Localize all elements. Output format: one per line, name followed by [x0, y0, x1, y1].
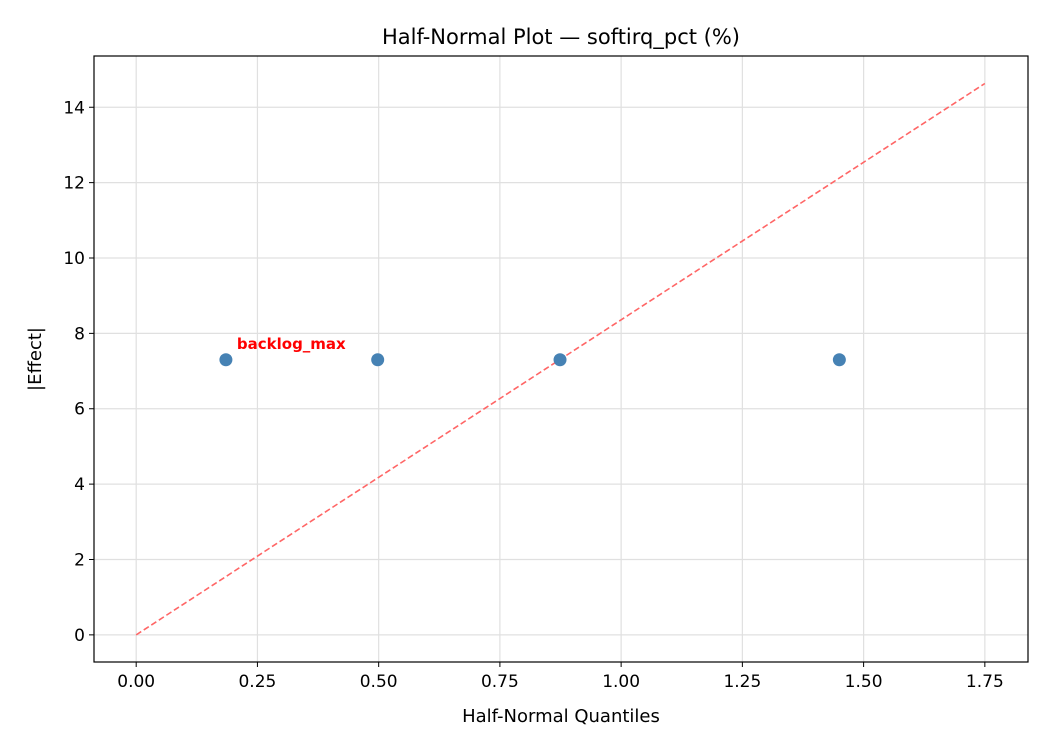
y-tick-label: 0 — [74, 626, 85, 646]
y-tick-label: 2 — [74, 550, 85, 570]
data-point — [219, 353, 233, 367]
y-tick-label: 10 — [63, 249, 85, 269]
x-axis-label: Half-Normal Quantiles — [462, 706, 660, 727]
y-tick-label: 4 — [74, 475, 85, 495]
chart-title: Half-Normal Plot — softirq_pct (%) — [382, 25, 740, 50]
x-tick-label: 1.00 — [602, 672, 640, 692]
x-tick-label: 0.75 — [481, 672, 519, 692]
point-annotation: backlog_max — [237, 335, 346, 353]
data-point — [371, 353, 385, 367]
data-point — [832, 353, 846, 367]
x-tick-label: 1.25 — [723, 672, 761, 692]
y-tick-label: 8 — [74, 324, 85, 344]
y-tick-label: 6 — [74, 400, 85, 420]
x-tick-label: 0.25 — [238, 672, 276, 692]
points-group — [219, 353, 846, 367]
grid — [94, 56, 1028, 662]
x-tick-label: 0.00 — [117, 672, 155, 692]
data-point — [553, 353, 567, 367]
annotations-group: backlog_max — [237, 335, 346, 353]
plot-frame — [93, 55, 1029, 663]
y-axis-label: |Effect| — [25, 327, 46, 391]
y-tick-label: 12 — [63, 174, 85, 194]
x-tick-label: 1.50 — [845, 672, 883, 692]
x-tick-label: 0.50 — [360, 672, 398, 692]
y-tick-label: 14 — [63, 98, 85, 118]
x-axis-ticks: 0.00 0.25 0.50 0.75 1.00 1.25 1.50 1.75 — [117, 662, 1004, 692]
x-tick-label: 1.75 — [966, 672, 1004, 692]
y-axis-ticks: 0 2 4 6 8 10 12 14 — [63, 98, 94, 646]
